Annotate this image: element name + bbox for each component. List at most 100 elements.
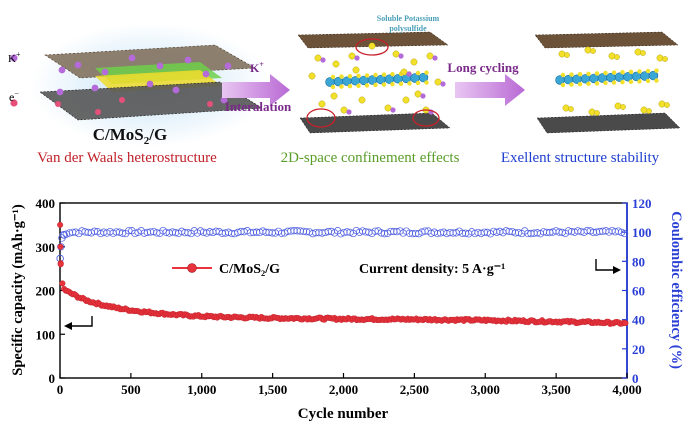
polysulfide-clusters xyxy=(308,42,446,115)
ce-point xyxy=(614,227,623,235)
sulfur-atom xyxy=(637,69,642,74)
polysulfide xyxy=(340,106,348,114)
potassium-ion-icon xyxy=(10,54,18,62)
sulfur-atom xyxy=(645,68,651,74)
sulfur-atom xyxy=(577,72,583,77)
potassium-ion xyxy=(91,84,99,92)
sulfur-atom xyxy=(373,72,378,78)
x-tick-label: 3,500 xyxy=(542,382,571,397)
coulombic-efficiency-series xyxy=(56,226,629,263)
y-right-tick-label: 120 xyxy=(632,196,652,211)
sulfur-atom xyxy=(654,78,659,83)
sulfur-atom xyxy=(569,82,574,87)
sulfur-atom xyxy=(330,74,336,80)
sulfur-atom xyxy=(381,72,387,77)
left-axis-ticks: 0 100 200 300 400 xyxy=(36,196,65,386)
left-axis-indicator-arrow xyxy=(64,316,93,330)
ce-point xyxy=(290,227,298,235)
sulfur-atom xyxy=(390,72,395,77)
mos2-layer xyxy=(95,62,222,92)
ce-point xyxy=(617,228,626,237)
mos2-unit xyxy=(418,72,429,83)
ce-point xyxy=(380,230,389,238)
polysulfide xyxy=(318,100,326,108)
sulfur-atom xyxy=(347,84,353,89)
sulfur-atom xyxy=(381,82,387,87)
x-tick-label: 500 xyxy=(121,382,141,397)
sulfur-atom xyxy=(645,78,651,84)
polysulfide xyxy=(314,54,322,62)
anchored-sulfur-atom xyxy=(614,54,620,60)
sulfur-atom xyxy=(611,70,617,75)
x-tick-label: 0 xyxy=(57,382,64,397)
legend-label: C/MoS₂/G xyxy=(219,262,280,277)
anchored-sulfur-atom xyxy=(590,48,596,54)
sulfur-atom xyxy=(339,74,344,79)
sulfur-atom xyxy=(628,69,634,75)
sulfur-atom xyxy=(603,80,608,86)
sulfur-atom xyxy=(398,81,404,87)
panel-stability-illustration: Exellent structure stability xyxy=(501,31,681,166)
right-axis-label: Coulombic efficiency (%) xyxy=(668,211,684,369)
potassium-ion xyxy=(184,56,192,64)
y-right-tick-label: 20 xyxy=(632,342,645,357)
sulfur-atom xyxy=(594,81,600,86)
ce-point xyxy=(340,228,348,237)
y-left-tick-label: 100 xyxy=(36,327,56,342)
sulfur-atom xyxy=(415,70,421,76)
ce-point xyxy=(315,228,323,237)
mos2-chain xyxy=(325,70,429,90)
ce-point xyxy=(125,227,133,235)
y-left-tick-label: 200 xyxy=(36,284,56,299)
polysulfide xyxy=(426,52,434,60)
material-subscript: 2 xyxy=(144,135,150,147)
sulfur-atom xyxy=(637,79,642,84)
potassium-ion xyxy=(172,86,180,94)
ion-k-sup: + xyxy=(16,50,21,59)
polysulfide xyxy=(410,58,418,66)
ce-point xyxy=(312,229,320,237)
svg-text:e−: e− xyxy=(9,89,19,104)
ce-point xyxy=(602,227,610,235)
capacity-point xyxy=(57,221,64,228)
anchored-sulfur-atom xyxy=(634,48,642,56)
potassium-ion xyxy=(156,62,164,70)
electron xyxy=(207,101,213,107)
capacity-point xyxy=(59,280,66,287)
anchored-sulfur-atom xyxy=(608,52,616,60)
ce-point xyxy=(165,229,173,237)
polysulfide xyxy=(352,66,360,74)
ce-point xyxy=(90,227,99,235)
potassium-ion xyxy=(58,66,66,74)
k-ion-legend: K+ e− xyxy=(8,50,21,107)
sulfur-atom xyxy=(424,80,429,85)
svg-text:C/MoS2/G: C/MoS2/G xyxy=(93,125,167,147)
polysulfide xyxy=(402,96,410,104)
ce-point xyxy=(421,227,429,235)
anchored-sulfur-atom xyxy=(640,50,646,56)
svg-text:K+: K+ xyxy=(250,60,264,75)
potassium-ion xyxy=(440,81,446,87)
potassium-ion xyxy=(398,53,404,59)
arrow1-k-label: K xyxy=(250,61,260,75)
current-density-annotation: Current density: 5 A·g⁻¹ xyxy=(359,262,505,277)
sulfur-atom xyxy=(373,82,378,88)
schematic: K+ e− C/MoS2/G Van der Waals heterostruc… xyxy=(8,14,681,166)
panel-confinement-illustration: Soluble Potassium polysulfide 2D-space c… xyxy=(281,14,460,166)
y-right-tick-label: 40 xyxy=(632,313,645,328)
ce-point xyxy=(60,231,68,239)
sulfur-atom xyxy=(560,72,566,78)
anchored-sulfur-atom xyxy=(620,104,626,110)
anchored-sulfur-atom xyxy=(656,54,664,62)
x-axis-ticks: 0 500 1,000 1,500 2,000 2,500 3,000 3,500 4,000 xyxy=(57,373,642,397)
anchored-sulfur-atom xyxy=(588,108,596,116)
ce-point xyxy=(131,229,139,238)
material-name: C/MoS xyxy=(93,125,144,144)
ce-point xyxy=(471,229,479,238)
mos2-unit xyxy=(648,70,659,81)
long-cycling-arrow: Long cycling xyxy=(447,60,525,106)
y-left-tick-label: 400 xyxy=(36,196,56,211)
polysulfide xyxy=(368,42,376,50)
polysulfide xyxy=(348,52,356,60)
